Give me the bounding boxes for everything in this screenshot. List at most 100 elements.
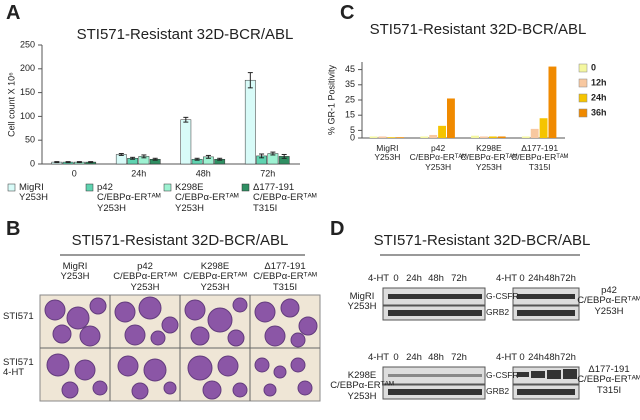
chart-title: STI571-Resistant 32D-BCR/ABL — [369, 21, 587, 38]
y-tick-label: 0 — [350, 132, 355, 142]
lane-label: 72h — [451, 352, 467, 363]
y-tick-label: 150 — [20, 87, 35, 97]
legend-label: 0 — [591, 62, 596, 72]
legend-label: K298E C/EBPα-ERᵀᴬᴹ Y253H — [175, 182, 239, 214]
row-label: STI571 4-HT — [3, 357, 34, 379]
column-label: Δ177-191 C/EBPα-ERᵀᴬᴹ T315I — [253, 261, 317, 293]
lane-label: 24h — [406, 352, 422, 363]
western-blots — [382, 287, 580, 400]
panel-title: STI571-Resistant 32D-BCR/ABL — [373, 232, 591, 249]
bar — [530, 128, 539, 138]
bar — [488, 136, 497, 138]
x-tick-label: MigRI Y253H — [374, 143, 401, 163]
legend-label: Δ177-191 C/EBPα-ERᵀᴬᴹ T315I — [253, 182, 317, 214]
error-bar — [65, 161, 71, 164]
bar — [244, 79, 256, 165]
column-label: p42 C/EBPα-ERᵀᴬᴹ Y253H — [113, 261, 177, 293]
row-label: STI571 — [3, 311, 34, 322]
sample-label: p42 C/EBPα-ERᵀᴬᴹ Y253H — [577, 285, 640, 317]
error-bar — [118, 153, 124, 156]
band-label: G-CSFR — [486, 370, 519, 380]
x-tick-label: K298E C/EBPα-ERᵀᴬᴹ Y253H — [460, 143, 518, 172]
lane-label: 24h — [528, 352, 544, 363]
panel-letter: A — [6, 2, 21, 24]
panel-title: STI571-Resistant 32D-BCR/ABL — [71, 232, 289, 249]
legend-swatch — [578, 63, 588, 73]
panel-letter: C — [340, 2, 355, 24]
lane-label: 0 — [393, 273, 399, 284]
bar — [497, 136, 506, 138]
legend-label: MigRI Y253H — [19, 182, 49, 204]
chart-title: STI571-Resistant 32D-BCR/ABL — [76, 26, 294, 43]
lane-label: 48h — [428, 352, 444, 363]
bar — [420, 136, 429, 138]
y-tick-label: 45 — [345, 64, 355, 74]
error-bar — [270, 151, 276, 156]
bar — [180, 119, 192, 165]
band-label: G-CSFR — [486, 291, 519, 301]
error-bar — [205, 154, 211, 159]
lane-label: 72h — [451, 273, 467, 284]
lane-label: 72h — [560, 352, 576, 363]
lane-label: 24h — [406, 273, 422, 284]
sample-label: Δ177-191 C/EBPα-ERᵀᴬᴹ T315I — [577, 364, 640, 396]
x-tick-label: 0 — [72, 168, 77, 178]
legend-label: 12h — [591, 77, 607, 87]
x-tick-label: 72h — [260, 168, 275, 178]
bar — [447, 98, 455, 138]
y-tick-label: 50 — [25, 135, 35, 145]
bar — [438, 125, 447, 138]
legend-swatch — [578, 93, 588, 103]
error-bar — [54, 161, 60, 164]
panel-letter: B — [6, 218, 21, 240]
lane-label: 4-HT — [496, 273, 518, 284]
bar — [387, 137, 396, 138]
panel-letter: D — [330, 218, 345, 240]
lane-label: 4-HT — [496, 352, 518, 363]
y-tick-label: 200 — [20, 63, 35, 73]
error-bar — [217, 157, 223, 161]
bar — [369, 136, 378, 138]
band-label: GRB2 — [486, 307, 510, 317]
lane-label: 4-HT — [368, 352, 390, 363]
lane-label: 24h — [528, 273, 544, 284]
legend-swatch — [578, 108, 588, 118]
legend-swatch — [578, 78, 588, 88]
bar — [471, 135, 479, 138]
lane-label: 48h — [544, 273, 560, 284]
legend-label: 24h — [591, 92, 607, 102]
legend-swatch — [241, 183, 250, 192]
y-tick-label: 25 — [345, 94, 355, 104]
bar — [548, 66, 557, 138]
legend-label: 36h — [591, 107, 607, 117]
x-tick-label: Δ177-191 C/EBPα-ERᵀᴬᴹ T315I — [511, 143, 569, 172]
lane-label: 48h — [544, 352, 560, 363]
error-bar — [259, 153, 265, 159]
error-bar — [247, 72, 253, 89]
error-bar — [194, 157, 200, 161]
bar — [396, 137, 405, 138]
x-tick-label: 24h — [131, 168, 146, 178]
y-tick-label: 5 — [350, 125, 355, 135]
y-axis-label: Cell count X 10⁶ — [6, 72, 16, 137]
bar — [539, 118, 548, 138]
y-tick-label: 100 — [20, 111, 35, 121]
legend-label: p42 C/EBPα-ERᵀᴬᴹ Y253H — [97, 182, 161, 214]
y-axis-label: % GR-1 Positivity — [326, 64, 336, 135]
y-tick-label: 35 — [345, 79, 355, 89]
bar — [521, 136, 530, 138]
column-label: K298E C/EBPα-ERᵀᴬᴹ Y253H — [183, 261, 247, 293]
lane-label: 72h — [560, 273, 576, 284]
x-tick-label: 48h — [196, 168, 211, 178]
y-tick-label: 15 — [345, 110, 355, 120]
micrographs — [39, 294, 321, 402]
lane-label: 4-HT — [368, 273, 390, 284]
y-tick-label: 250 — [20, 39, 35, 49]
error-bar — [76, 161, 82, 164]
legend-swatch — [163, 183, 172, 192]
lane-label: 0 — [519, 352, 525, 363]
error-bar — [152, 157, 158, 161]
lane-label: 0 — [393, 352, 399, 363]
lane-label: 0 — [519, 273, 525, 284]
